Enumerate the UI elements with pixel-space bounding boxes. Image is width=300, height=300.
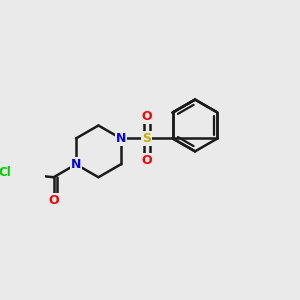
Text: O: O	[141, 154, 152, 167]
Text: S: S	[142, 132, 151, 145]
Text: N: N	[116, 132, 126, 145]
Text: O: O	[141, 110, 152, 123]
Text: O: O	[48, 194, 59, 207]
Text: Cl: Cl	[0, 166, 11, 178]
Text: N: N	[71, 158, 81, 171]
